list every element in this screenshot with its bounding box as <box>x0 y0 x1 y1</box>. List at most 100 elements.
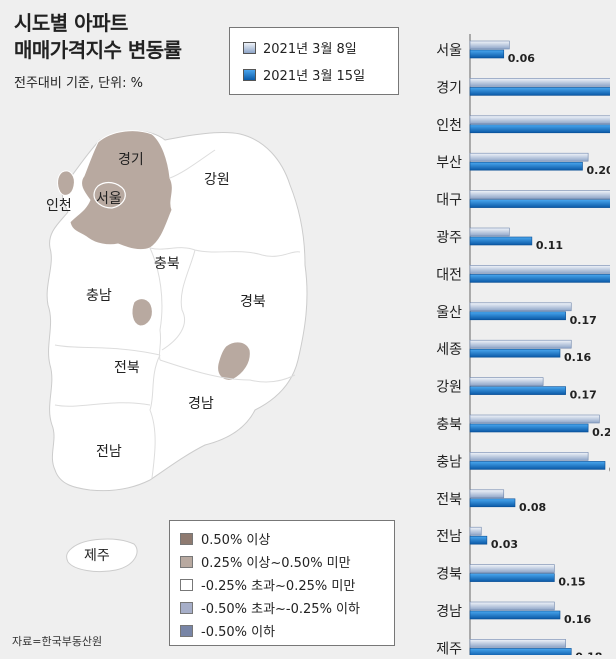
category-label: 경남 <box>436 604 462 620</box>
map-region-daegu <box>217 341 251 381</box>
chart-title: 시도별 아파트 매매가격지수 변동률 <box>14 10 182 64</box>
bar-prev-week <box>469 564 555 573</box>
bar-prev-week <box>469 78 610 87</box>
category-label: 제주 <box>436 641 462 655</box>
map-label-gyeonggi: 경기 <box>118 152 144 168</box>
border-jeonbuk-jeonnam <box>54 402 151 407</box>
map-label-gyeongbuk: 경북 <box>240 294 266 310</box>
map-legend-label-2: 0.25% 이상~0.50% 미만 <box>201 556 351 571</box>
category-label: 전북 <box>436 492 462 508</box>
data-label: 0.17 <box>570 314 597 327</box>
bar-prev-week <box>469 40 510 50</box>
bar-prev-week <box>469 339 572 349</box>
category-label: 경북 <box>436 567 462 583</box>
map-legend-swatch-4 <box>180 601 193 614</box>
bar-current-week <box>469 573 555 582</box>
korea-map: 경기 서울 인천 강원 충북 충남 경북 전북 경남 전남 제주 <box>46 130 308 573</box>
bar-prev-week <box>469 414 600 424</box>
legend-label-prev: 2021년 3월 8일 <box>263 42 357 57</box>
map-region-jeju <box>66 538 138 573</box>
bar-current-week <box>469 648 572 655</box>
map-legend-swatch-2 <box>180 555 193 568</box>
bar-prev-week <box>469 152 589 162</box>
data-label: 0.16 <box>564 613 591 626</box>
bar-prev-week <box>469 377 544 386</box>
map-region-seoul <box>93 181 126 209</box>
bar-prev-week <box>469 526 482 536</box>
bar-prev-week <box>469 265 610 274</box>
bar-prev-week <box>469 639 566 648</box>
border-chungnam-jeonbuk <box>54 344 161 356</box>
legend-label-curr: 2021년 3월 15일 <box>263 69 366 84</box>
map-label-jeonbuk: 전북 <box>114 360 140 376</box>
bar-current-week <box>469 348 561 358</box>
bar-current-week <box>469 87 610 96</box>
bar-prev-week <box>469 302 572 312</box>
category-label: 경기 <box>436 80 462 96</box>
map-legend-swatch-5 <box>180 624 193 637</box>
bar-current-week <box>469 274 610 283</box>
bar-current-week <box>469 311 566 321</box>
title-line-2: 매매가격지수 변동률 <box>14 38 182 62</box>
border-gyeonggi-gangwon <box>169 149 216 179</box>
map-legend: 0.50% 이상 0.25% 이상~0.50% 미만 -0.25% 초과~0.2… <box>169 520 395 646</box>
bar-current-week <box>469 610 561 620</box>
map-legend-label-5: -0.50% 이하 <box>201 625 276 640</box>
map-label-gangwon: 강원 <box>204 172 230 188</box>
map-legend-item-3: -0.25% 초과~0.25% 미만 <box>180 575 355 594</box>
map-label-chungbuk: 충북 <box>154 256 180 272</box>
border-jeonbuk-gyeongnam <box>149 354 161 479</box>
legend-swatch-prev <box>243 41 256 54</box>
map-label-seoul: 서울 <box>96 191 122 207</box>
border-chungnam-chungbuk <box>149 247 163 361</box>
category-label: 강원 <box>436 380 462 396</box>
category-label: 충북 <box>436 417 462 433</box>
map-label-gyeongnam: 경남 <box>188 396 214 412</box>
data-label: 0.18 <box>575 650 602 655</box>
category-label: 서울 <box>436 43 462 59</box>
title-line-1: 시도별 아파트 <box>14 11 128 35</box>
bar-chart: 서울0.06경기0.37인천0.36부산0.20대구0.35광주0.11대전0.… <box>436 34 610 655</box>
bar-prev-week <box>469 452 589 461</box>
category-label: 울산 <box>436 305 462 321</box>
map-legend-item-4: -0.50% 초과~-0.25% 이하 <box>180 598 360 617</box>
bar-current-week <box>469 49 505 59</box>
map-legend-item-5: -0.50% 이하 <box>180 621 275 640</box>
data-label: 0.08 <box>519 501 546 514</box>
bar-current-week <box>469 236 533 246</box>
series-legend: 2021년 3월 8일 2021년 3월 15일 <box>229 27 399 95</box>
data-label: 0.11 <box>536 239 563 252</box>
bar-group: 서울0.06경기0.37인천0.36부산0.20대구0.35광주0.11대전0.… <box>436 34 610 655</box>
map-legend-label-1: 0.50% 이상 <box>201 533 271 548</box>
category-label: 인천 <box>436 118 462 134</box>
province-borders <box>54 149 301 479</box>
data-label: 0.21 <box>592 426 610 439</box>
legend-swatch-curr <box>243 68 256 81</box>
map-legend-swatch-1 <box>180 532 193 545</box>
data-label: 0.15 <box>558 576 585 589</box>
map-legend-item-1: 0.50% 이상 <box>180 529 270 548</box>
bar-current-week <box>469 386 566 395</box>
category-label: 세종 <box>436 342 462 358</box>
map-label-jeonnam: 전남 <box>96 444 122 460</box>
data-label: 0.06 <box>508 52 535 65</box>
map-region-incheon <box>57 170 75 196</box>
category-label: 전남 <box>436 529 462 545</box>
chart-subtitle: 전주대비 기준, 단위: % <box>14 76 143 91</box>
border-north-south <box>149 247 301 257</box>
bar-current-week <box>469 461 606 470</box>
data-label: 0.16 <box>564 351 591 364</box>
map-label-incheon: 인천 <box>46 198 72 214</box>
border-chungbuk-gyeongbuk <box>161 249 196 351</box>
map-label-jeju: 제주 <box>84 548 110 564</box>
bar-prev-week <box>469 190 610 199</box>
bar-current-week <box>469 535 488 545</box>
source-note: 자료=한국부동산원 <box>12 635 103 648</box>
map-legend-swatch-3 <box>180 578 193 591</box>
data-label: 0.24 <box>609 463 610 476</box>
data-label: 0.03 <box>491 538 518 551</box>
map-legend-item-2: 0.25% 이상~0.50% 미만 <box>180 552 351 571</box>
category-label: 대구 <box>436 193 462 209</box>
data-label: 0.20 <box>587 164 611 177</box>
category-label: 대전 <box>436 267 462 283</box>
